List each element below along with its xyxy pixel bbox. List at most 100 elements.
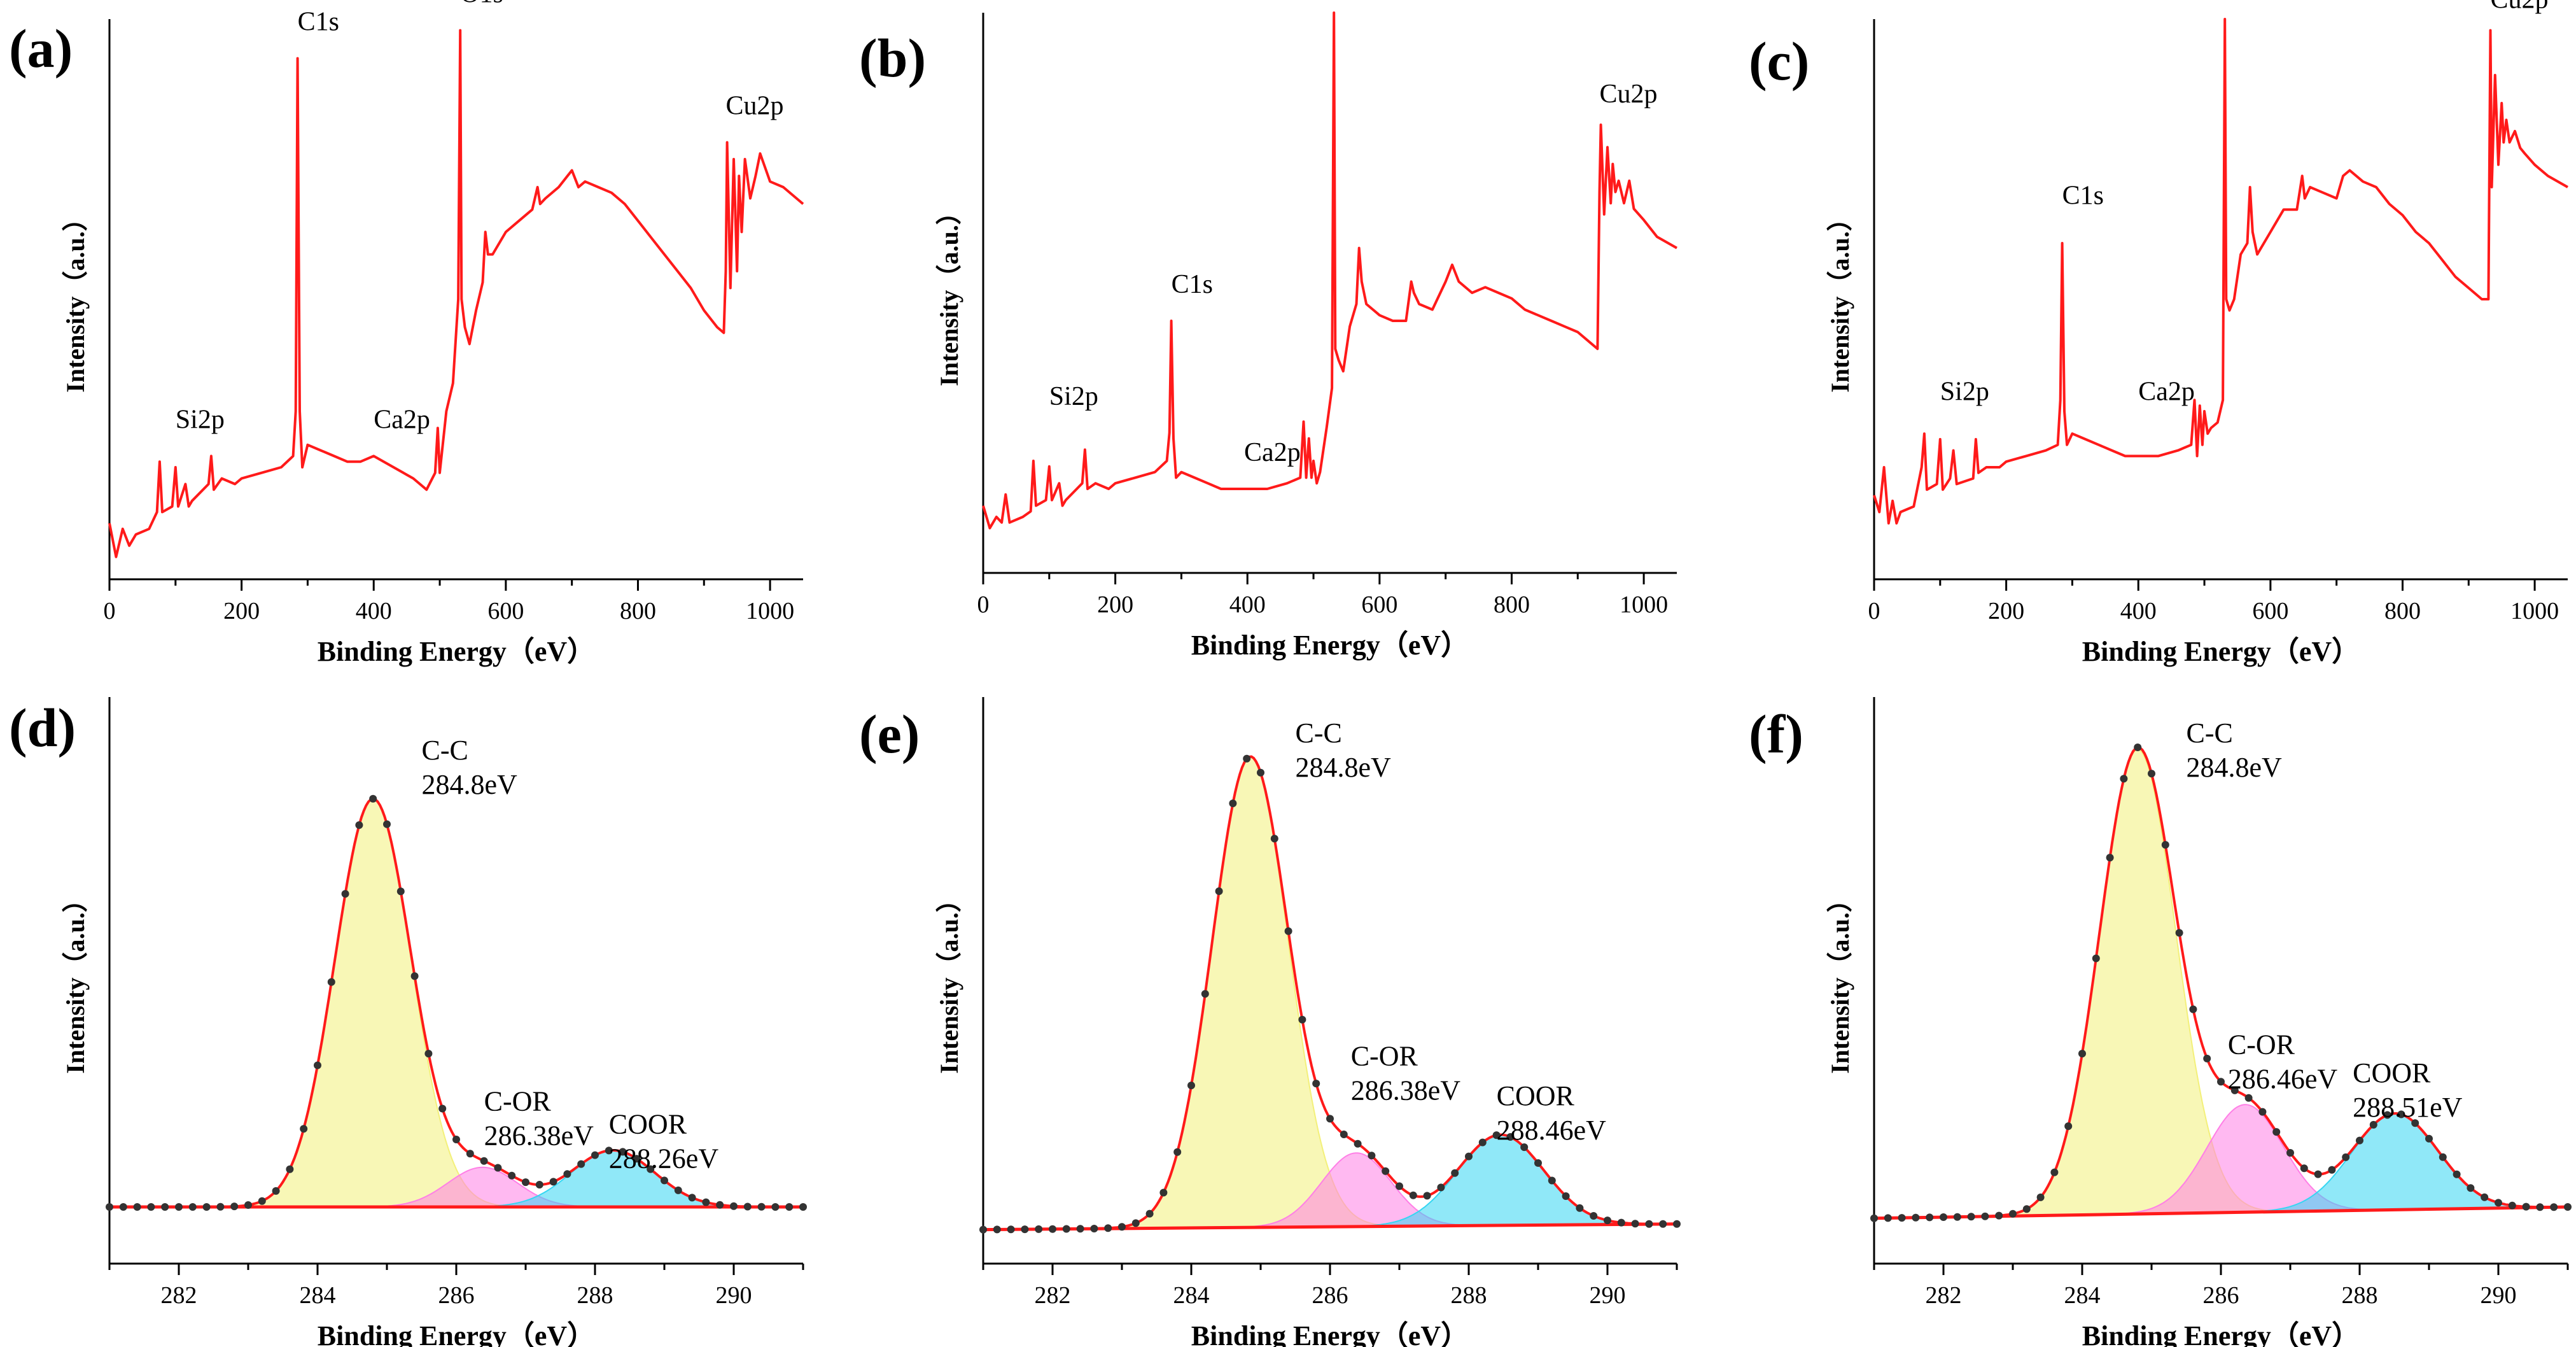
- data-point: [1967, 1213, 1975, 1221]
- data-point: [1062, 1225, 1070, 1233]
- data-point: [2328, 1166, 2336, 1174]
- data-point: [2356, 1136, 2363, 1145]
- data-point: [785, 1203, 794, 1211]
- panel-label: (d): [9, 697, 76, 758]
- x-tick-label: 800: [2384, 598, 2421, 624]
- data-point: [452, 1136, 460, 1143]
- data-point: [619, 1148, 627, 1156]
- data-point: [1382, 1167, 1390, 1175]
- data-point: [1981, 1212, 1989, 1220]
- data-point: [1173, 1148, 1182, 1156]
- data-point: [716, 1201, 724, 1209]
- data-point: [2134, 744, 2142, 751]
- x-tick-label: 600: [2252, 598, 2288, 624]
- data-point: [535, 1181, 543, 1188]
- data-point: [1492, 1131, 1501, 1139]
- data-point: [175, 1203, 183, 1211]
- data-point: [2258, 1108, 2267, 1116]
- data-point: [1645, 1220, 1653, 1228]
- component-peak-c-c: [983, 756, 1677, 1231]
- data-point: [133, 1203, 141, 1211]
- data-point: [1995, 1211, 2003, 1220]
- data-point: [300, 1125, 308, 1133]
- x-tick-label: 1000: [1620, 591, 1668, 618]
- peak-label-o1s: O1s: [460, 0, 503, 9]
- survey-spectrum-line: [1873, 18, 2568, 525]
- x-axis-label: Binding Energy（eV）: [1191, 1320, 1469, 1347]
- data-point: [341, 890, 349, 898]
- data-point: [480, 1157, 488, 1165]
- x-tick-label: 290: [2481, 1282, 2517, 1309]
- data-point: [2300, 1164, 2308, 1173]
- data-point: [771, 1203, 780, 1211]
- x-tick-label: 0: [977, 591, 990, 618]
- data-point: [2272, 1128, 2281, 1136]
- x-tick-label: 400: [2120, 598, 2157, 624]
- data-point: [2036, 1193, 2045, 1201]
- panel-label: (b): [859, 27, 926, 88]
- x-tick-label: 1000: [746, 598, 794, 624]
- peak-value-c-c: 284.8eV: [422, 769, 518, 800]
- peak-label-o1s: O1s: [2225, 0, 2268, 3]
- peak-value-c-c: 284.8eV: [1296, 752, 1392, 783]
- data-point: [577, 1160, 585, 1168]
- peak-label-c1s: C1s: [1172, 270, 1213, 299]
- data-point: [2230, 1086, 2239, 1094]
- x-tick-label: 290: [1590, 1282, 1626, 1309]
- data-point: [2508, 1201, 2516, 1209]
- data-point: [188, 1203, 197, 1211]
- x-tick-label: 282: [1926, 1282, 1962, 1309]
- x-tick-label: 284: [300, 1282, 336, 1309]
- data-point: [202, 1203, 211, 1211]
- data-point: [1912, 1213, 1920, 1222]
- chart-panel-a: (a) 0 200 400 600 800 1000 Binding Energy（eV） In…: [9, 0, 804, 667]
- data-point: [1284, 927, 1292, 935]
- data-point: [466, 1150, 474, 1158]
- peak-name-coor: COOR: [609, 1108, 687, 1139]
- data-point: [2189, 1005, 2197, 1013]
- x-tick-label: 600: [487, 598, 524, 624]
- x-tick-label: 0: [1868, 598, 1880, 624]
- x-tick-label: 200: [223, 598, 260, 624]
- peak-value-coor: 288.51eV: [2353, 1092, 2463, 1123]
- data-point: [383, 820, 391, 828]
- data-point: [1354, 1139, 1362, 1148]
- data-point: [591, 1151, 599, 1159]
- x-tick-label: 800: [1494, 591, 1530, 618]
- peak-name-coor: COOR: [1497, 1080, 1575, 1111]
- data-point: [1035, 1225, 1043, 1233]
- data-point: [314, 1061, 321, 1069]
- data-point: [633, 1155, 641, 1163]
- y-axis-label: Intensity（a.u.）: [1826, 206, 1854, 392]
- data-point: [216, 1202, 225, 1211]
- data-point: [244, 1201, 252, 1209]
- data-point: [1465, 1152, 1473, 1160]
- data-point: [258, 1197, 266, 1205]
- data-point: [147, 1203, 155, 1211]
- data-point: [1953, 1213, 1961, 1221]
- peak-value-c-c: 284.8eV: [2187, 752, 2283, 783]
- data-point: [730, 1202, 738, 1210]
- data-point: [2411, 1119, 2419, 1127]
- chart-panel-c: (c) 0 200 400 600 800 1000 Binding Energy（eV） In…: [1749, 0, 2568, 667]
- panel-label: (f): [1749, 703, 1803, 765]
- x-tick-label: 400: [1229, 591, 1266, 618]
- x-tick-label: 0: [104, 598, 116, 624]
- data-point: [1604, 1217, 1611, 1225]
- data-point: [661, 1176, 668, 1185]
- data-point: [2217, 1078, 2225, 1086]
- x-tick-label: 1000: [2510, 598, 2559, 624]
- fit-envelope-line: [983, 755, 1677, 1231]
- x-tick-label: 286: [1312, 1282, 1348, 1309]
- data-point: [2564, 1203, 2572, 1211]
- data-point: [1478, 1138, 1487, 1146]
- data-point: [2120, 775, 2128, 783]
- data-point: [369, 794, 377, 803]
- x-tick-label: 282: [1035, 1282, 1071, 1309]
- data-point: [1076, 1225, 1084, 1233]
- data-point: [549, 1178, 557, 1186]
- data-point: [410, 972, 419, 980]
- data-point: [1104, 1224, 1112, 1232]
- data-point: [424, 1050, 433, 1058]
